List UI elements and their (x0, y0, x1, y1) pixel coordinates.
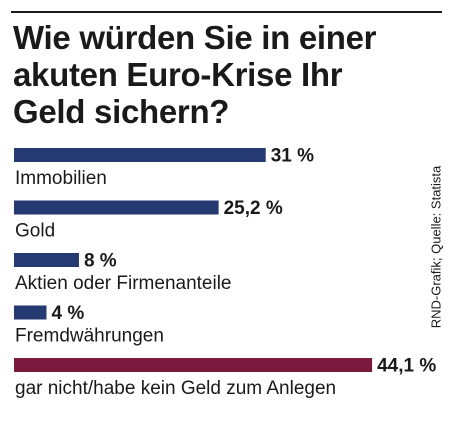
category-label-3: Aktien oder Firmenanteile (15, 273, 232, 294)
bar-2 (14, 200, 219, 215)
chart-title-line-3: Geld sichern? (13, 93, 230, 130)
bar-4 (14, 305, 47, 320)
value-label-3: 8 % (84, 251, 117, 272)
chart-title: Wie würden Sie in einer akuten Euro-Kris… (13, 19, 413, 130)
category-label-1: Immobilien (15, 168, 107, 189)
bar-3 (14, 253, 79, 267)
value-label-4: 4 % (51, 303, 84, 324)
category-label-4: Fremdwährungen (15, 326, 164, 347)
value-label-2: 25,2 % (224, 198, 283, 219)
bar-5 (14, 358, 373, 372)
top-rule (11, 11, 442, 13)
chart-title-line-2: akuten Euro-Krise Ihr (13, 56, 343, 93)
category-label-2: Gold (15, 221, 55, 242)
source-note: RND-Grafik; Quelle: Statista (428, 165, 444, 329)
category-label-5: gar nicht/habe kein Geld zum Anlegen (15, 378, 336, 399)
chart-title-line-1: Wie würden Sie in einer (13, 19, 377, 56)
source-note-wrap: RND-Grafik; Quelle: Statista (428, 142, 444, 352)
bar-1 (14, 148, 266, 162)
value-label-5: 44,1 % (377, 356, 436, 377)
value-label-1: 31 % (271, 146, 314, 167)
